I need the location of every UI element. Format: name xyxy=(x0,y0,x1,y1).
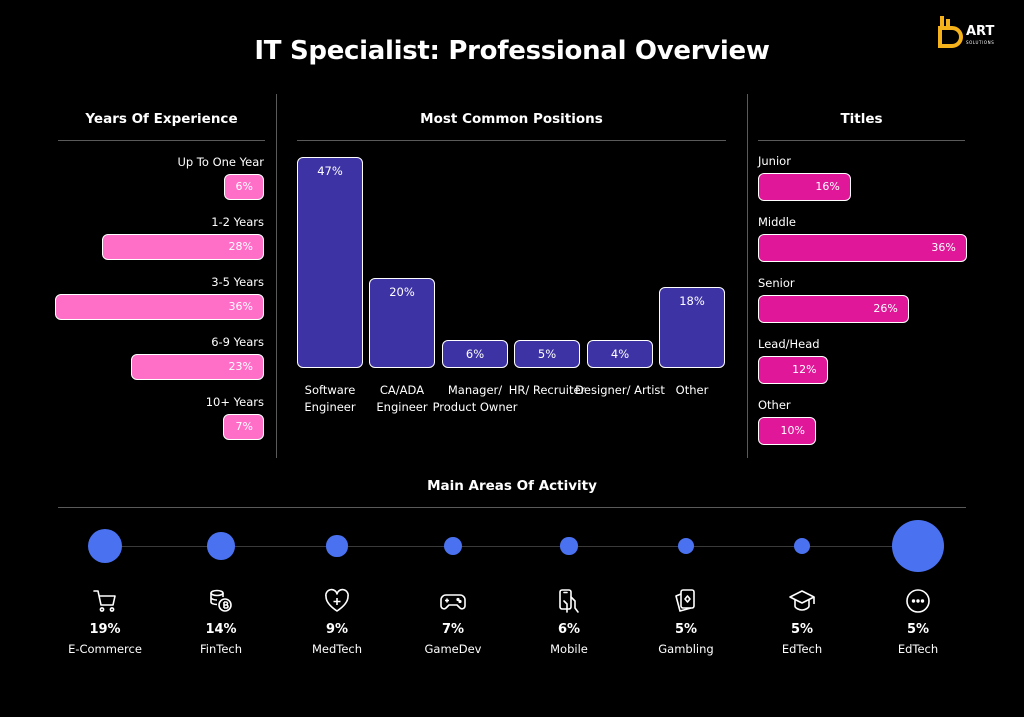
experience-label: 3-5 Years xyxy=(211,275,264,289)
area-value: 14% xyxy=(205,622,237,637)
page-title: IT Specialist: Professional Overview xyxy=(254,36,770,66)
experience-bar: 23% xyxy=(130,354,264,380)
titles-heading: Titles xyxy=(840,111,883,127)
more-dots-icon xyxy=(906,589,930,613)
title-bar: 10% xyxy=(758,417,816,445)
divider-left xyxy=(276,94,277,458)
logo-subtitle: SOLUTIONS xyxy=(966,40,995,45)
area-value: 5% xyxy=(790,622,814,637)
position-label: Other xyxy=(675,383,709,397)
area-dot xyxy=(678,538,694,554)
playing-cards-icon xyxy=(675,589,695,612)
area-value: 5% xyxy=(674,622,698,637)
experience-label: Up To One Year xyxy=(177,155,264,169)
area-label: FinTech xyxy=(199,642,243,656)
areas-head-rule xyxy=(58,507,966,508)
experience-label: 6-9 Years xyxy=(211,335,264,349)
heart-plus-icon xyxy=(325,588,349,612)
graduation-cap-icon xyxy=(789,590,815,611)
title-label: Lead/Head xyxy=(758,337,820,351)
experience-label: 10+ Years xyxy=(205,395,264,409)
area-label: EdTech xyxy=(781,642,823,656)
area-value: 7% xyxy=(441,622,465,637)
experience-bar: 36% xyxy=(55,294,264,320)
position-label: HR/ Recruiter xyxy=(508,383,586,397)
area-dot xyxy=(794,538,810,554)
title-bar: 36% xyxy=(758,234,967,262)
title-label: Senior xyxy=(758,276,795,290)
position-label: CA/ADA Engineer xyxy=(376,383,428,414)
areas-connector-line xyxy=(105,546,918,547)
phone-hand-icon xyxy=(559,589,579,613)
area-dot xyxy=(443,536,463,556)
shopping-cart-icon xyxy=(93,590,116,612)
area-label: Mobile xyxy=(550,642,588,656)
area-label: EdTech xyxy=(897,642,939,656)
title-bar: 12% xyxy=(758,356,828,384)
area-value: 9% xyxy=(325,622,349,637)
title-bar: 16% xyxy=(758,173,851,201)
area-dot xyxy=(560,537,578,555)
position-bar: 4% xyxy=(587,340,653,368)
area-dot xyxy=(892,520,944,572)
coins-icon xyxy=(210,589,232,612)
logo-wordmark: ART xyxy=(966,24,995,39)
area-value: 19% xyxy=(89,622,121,637)
position-bar: 20% xyxy=(369,278,435,368)
position-label: Manager/ Product Owner xyxy=(432,383,518,414)
areas-heading: Main Areas Of Activity xyxy=(427,478,597,494)
title-label: Other xyxy=(758,398,791,412)
experience-bar: 7% xyxy=(223,414,264,440)
area-label: MedTech xyxy=(311,642,363,656)
position-bar: 6% xyxy=(442,340,508,368)
experience-label: 1-2 Years xyxy=(211,215,264,229)
title-bar: 26% xyxy=(758,295,909,323)
titles-head-rule xyxy=(758,140,965,141)
experience-bar: 28% xyxy=(101,234,264,260)
positions-heading: Most Common Positions xyxy=(420,111,603,127)
divider-right xyxy=(747,94,748,458)
experience-head-rule xyxy=(58,140,265,141)
logo-mark-icon xyxy=(938,16,963,48)
area-label: Gambling xyxy=(658,642,714,656)
title-label: Middle xyxy=(758,215,796,229)
position-bar: 5% xyxy=(514,340,580,368)
area-value: 5% xyxy=(906,622,930,637)
area-label: E-Commerce xyxy=(68,642,142,656)
title-label: Junior xyxy=(758,154,791,168)
area-dot xyxy=(207,532,235,560)
gamepad-icon xyxy=(440,594,466,610)
company-logo: ART SOLUTIONS xyxy=(938,16,1002,50)
experience-heading: Years Of Experience xyxy=(85,111,238,127)
positions-head-rule xyxy=(297,140,726,141)
area-dot xyxy=(87,528,123,564)
area-label: GameDev xyxy=(424,642,482,656)
position-label: Software Engineer xyxy=(304,383,356,414)
area-dot xyxy=(326,535,348,557)
area-value: 6% xyxy=(557,622,581,637)
position-bar: 47% xyxy=(297,156,363,368)
experience-bar: 6% xyxy=(224,174,264,200)
position-label: Designer/ Artist xyxy=(575,383,665,397)
position-bar: 18% xyxy=(659,287,725,368)
